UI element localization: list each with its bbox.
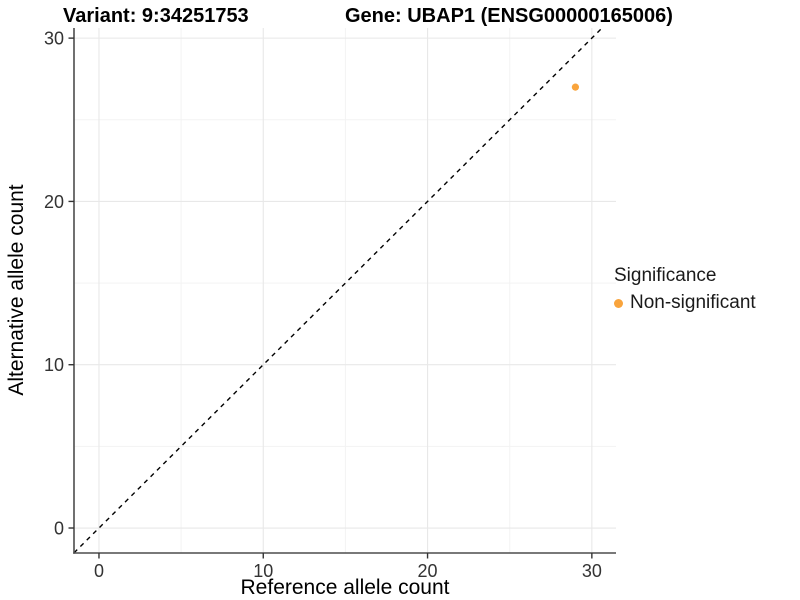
y-tick-label: 10: [44, 355, 64, 375]
identity-line: [73, 27, 603, 554]
y-tick-label: 20: [44, 192, 64, 212]
axis-ticks: [68, 37, 593, 559]
plot-title-gene: Gene: UBAP1 (ENSG00000165006): [345, 5, 673, 27]
x-tick-label: 10: [253, 561, 273, 581]
x-tick-label: 30: [582, 561, 602, 581]
data-point: [571, 83, 580, 91]
legend-point-icon: [614, 298, 623, 308]
plot-title-variant: Variant: 9:34251753: [63, 5, 249, 27]
x-tick-label: 0: [94, 561, 104, 581]
axis-lines: [73, 28, 616, 554]
y-tick-label: 30: [44, 29, 64, 49]
x-axis-title: Reference allele count: [240, 576, 450, 599]
legend-item-label: Non-significant: [630, 292, 756, 313]
legend: Significance Non-significant: [614, 265, 756, 314]
grid-minor: [74, 28, 616, 553]
y-axis-title: Alternative allele count: [5, 184, 28, 396]
grid-major: [74, 28, 616, 553]
legend-title: Significance: [614, 265, 717, 286]
x-tick-label: 20: [418, 561, 438, 581]
tick-labels: 0 10 20 30 0 10 20 30: [44, 29, 602, 581]
legend-item-non-significant: Non-significant: [614, 292, 756, 314]
y-tick-label: 0: [54, 519, 64, 539]
